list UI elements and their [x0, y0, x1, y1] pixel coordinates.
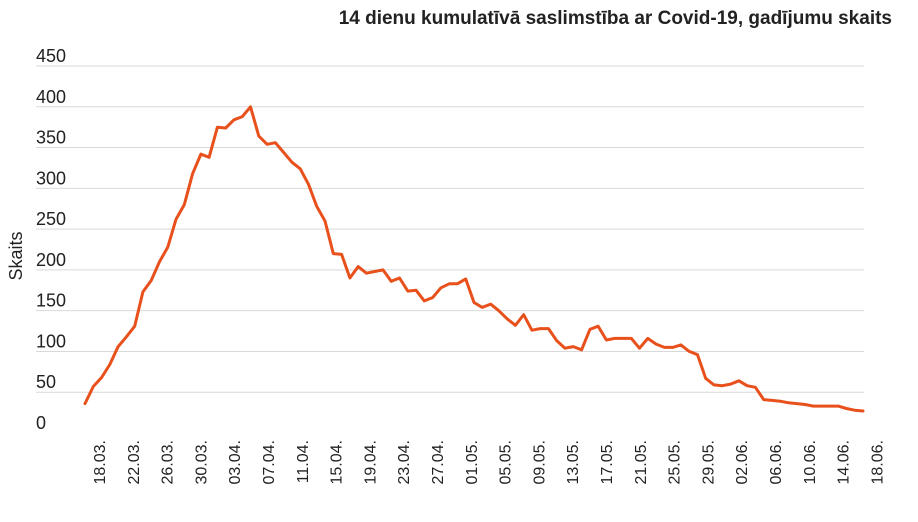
x-tick-label: 19.04. [362, 440, 379, 484]
x-tick-label: 29.05. [700, 440, 717, 484]
x-tick-label: 13.05. [565, 440, 582, 484]
x-tick-label: 02.06. [734, 440, 751, 484]
series-line [83, 105, 865, 413]
x-tick-label: 18.06. [869, 440, 886, 484]
y-tick-label: 100 [36, 331, 66, 351]
x-tick-label: 06.06. [768, 440, 785, 484]
x-tick-label: 10.06. [802, 440, 819, 484]
x-tick-label: 09.05. [531, 440, 548, 484]
x-tick-label: 27.04. [430, 440, 447, 484]
y-tick-label: 50 [36, 372, 56, 392]
x-tick-label: 15.04. [329, 440, 346, 484]
x-tick-label: 14.06. [836, 440, 853, 484]
y-tick-label: 450 [36, 46, 66, 66]
y-tick-label: 0 [36, 413, 46, 433]
x-tick-label: 22.03. [126, 440, 143, 484]
x-tick-label: 25.05. [667, 440, 684, 484]
gridlines [36, 65, 864, 393]
x-tick-label: 03.04. [227, 440, 244, 484]
y-tick-label: 300 [36, 168, 66, 188]
y-tick-label: 200 [36, 250, 66, 270]
y-tick-label: 150 [36, 291, 66, 311]
x-tick-label: 11.04. [295, 440, 312, 483]
x-tick-label: 01.05. [464, 440, 481, 484]
x-tick-label: 07.04. [261, 440, 278, 484]
series-layer [83, 105, 865, 413]
x-tick-label: 23.04. [396, 440, 413, 484]
y-tick-label: 250 [36, 209, 66, 229]
x-tick-label: 21.05. [633, 440, 650, 484]
x-tick-label: 26.03. [160, 440, 177, 484]
x-tick-label: 17.05. [599, 440, 616, 484]
y-axis-label: Skaits [6, 231, 26, 280]
y-tick-label: 350 [36, 128, 66, 148]
x-tick-label: 18.03. [92, 440, 109, 484]
x-axis-ticks: 18.03. 22.03. 26.03. 30.03. 03.04. 07.04. 11.0… [92, 440, 886, 484]
x-tick-label: 05.05. [498, 440, 515, 484]
x-tick-label: 30.03. [193, 440, 210, 484]
y-tick-label: 400 [36, 87, 66, 107]
y-axis-ticks: 0 50 100 150 200 250 300 350 400 450 [36, 46, 66, 433]
chart-title: 14 dienu kumulatīvā saslimstība ar Covid… [338, 8, 892, 29]
